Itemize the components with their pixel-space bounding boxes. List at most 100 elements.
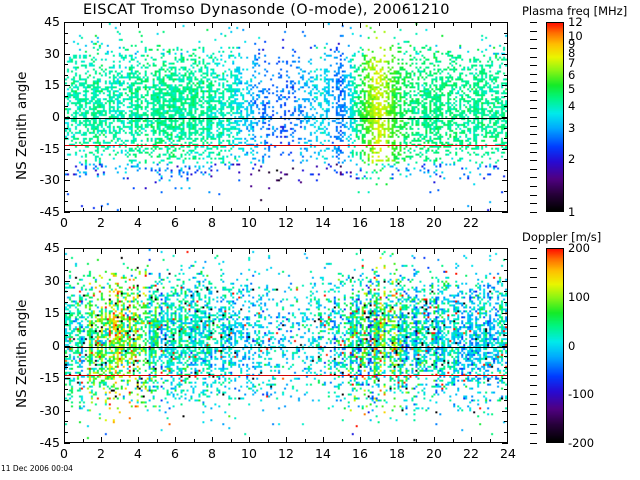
y-tick: [64, 212, 70, 213]
y-tick-label: -30: [39, 402, 60, 418]
y-tick: [64, 270, 68, 271]
colorbar-tick: [530, 48, 537, 49]
y-tick: [64, 367, 68, 368]
x-tick: [231, 22, 232, 26]
colorbar-tick: [530, 365, 537, 366]
x-tick-label: 10: [241, 215, 257, 230]
y-tick: [504, 191, 508, 192]
x-tick: [305, 208, 306, 212]
y-tick: [502, 117, 508, 118]
x-tick: [138, 22, 139, 28]
x-tick-label: 2: [97, 215, 105, 230]
bottom-panel-y-axis-title: NS Zenith angle: [14, 299, 30, 408]
x-tick: [286, 22, 287, 28]
colorbar-tick-label: 100: [568, 289, 590, 304]
y-tick-label: 15: [44, 305, 60, 320]
colorbar-tick: [530, 39, 537, 40]
colorbar-tick: [530, 277, 537, 278]
colorbar-tick-label: -200: [568, 436, 595, 450]
x-tick: [434, 22, 435, 28]
x-tick: [64, 22, 65, 28]
x-tick: [249, 437, 250, 443]
x-tick: [507, 437, 508, 443]
colorbar-tick: [530, 117, 537, 118]
colorbar-tick: [530, 326, 537, 327]
x-tick: [453, 208, 454, 212]
y-tick: [64, 128, 68, 129]
y-tick: [504, 96, 508, 97]
x-tick: [416, 22, 417, 26]
x-tick: [101, 248, 102, 254]
plasma-frequency-heatmap: [65, 23, 507, 211]
x-tick-label: 14: [315, 215, 331, 230]
x-tick: [453, 439, 454, 443]
y-tick: [504, 138, 508, 139]
y-tick: [64, 281, 70, 282]
colorbar-tick: [530, 195, 537, 196]
colorbar-tick-label: 6: [568, 67, 576, 82]
y-tick-label: -15: [39, 140, 60, 156]
colorbar-tick: [530, 57, 537, 58]
x-tick: [490, 22, 491, 26]
doppler-colorbar-gradient: [546, 248, 564, 443]
x-tick: [453, 22, 454, 26]
y-tick: [64, 421, 68, 422]
x-tick: [416, 248, 417, 252]
x-tick: [157, 208, 158, 212]
x-tick: [120, 208, 121, 212]
y-tick: [64, 33, 68, 34]
x-tick: [507, 206, 508, 212]
y-tick: [64, 54, 70, 55]
colorbar-tick-label: 8: [568, 46, 576, 60]
x-tick: [471, 437, 472, 443]
x-tick: [194, 439, 195, 443]
y-tick: [64, 432, 68, 433]
x-tick: [194, 22, 195, 26]
x-tick: [83, 22, 84, 26]
y-tick: [64, 201, 68, 202]
y-tick-label: -30: [39, 172, 60, 188]
y-tick: [504, 170, 508, 171]
x-tick: [305, 248, 306, 252]
y-tick-label: 45: [44, 240, 60, 255]
y-tick: [64, 378, 70, 379]
x-tick: [138, 206, 139, 212]
x-tick: [175, 248, 176, 254]
x-tick: [212, 437, 213, 443]
y-tick: [64, 324, 68, 325]
field-aligned-reference-line: [65, 375, 507, 376]
colorbar-tick-label: 2: [568, 152, 576, 166]
y-tick: [64, 443, 70, 444]
y-tick: [64, 85, 70, 86]
x-tick: [64, 206, 65, 212]
y-tick: [64, 22, 70, 23]
x-tick: [397, 437, 398, 443]
x-tick-label: 4: [134, 446, 142, 461]
colorbar-tick: [530, 248, 537, 249]
colorbar-tick: [530, 404, 537, 405]
y-tick: [64, 356, 68, 357]
x-tick: [194, 248, 195, 252]
field-aligned-reference-line: [65, 145, 507, 146]
x-tick: [490, 208, 491, 212]
colorbar-tick-label: 200: [568, 241, 590, 255]
x-tick: [120, 248, 121, 252]
x-tick: [157, 439, 158, 443]
x-tick-label: 16: [352, 446, 368, 461]
colorbar-tick: [530, 31, 537, 32]
colorbar-tick: [530, 65, 537, 66]
colorbar-tick: [530, 433, 537, 434]
y-tick: [504, 159, 508, 160]
x-tick: [138, 437, 139, 443]
x-tick-label: 16: [352, 215, 368, 230]
y-tick: [502, 149, 508, 150]
colorbar-tick-label: 0: [568, 338, 576, 353]
x-tick: [471, 248, 472, 254]
y-tick: [64, 117, 70, 118]
x-tick: [490, 248, 491, 252]
x-tick-label: 20: [426, 215, 442, 230]
x-tick: [286, 248, 287, 254]
y-tick: [64, 346, 70, 347]
x-tick: [101, 437, 102, 443]
colorbar-tick: [530, 268, 537, 269]
